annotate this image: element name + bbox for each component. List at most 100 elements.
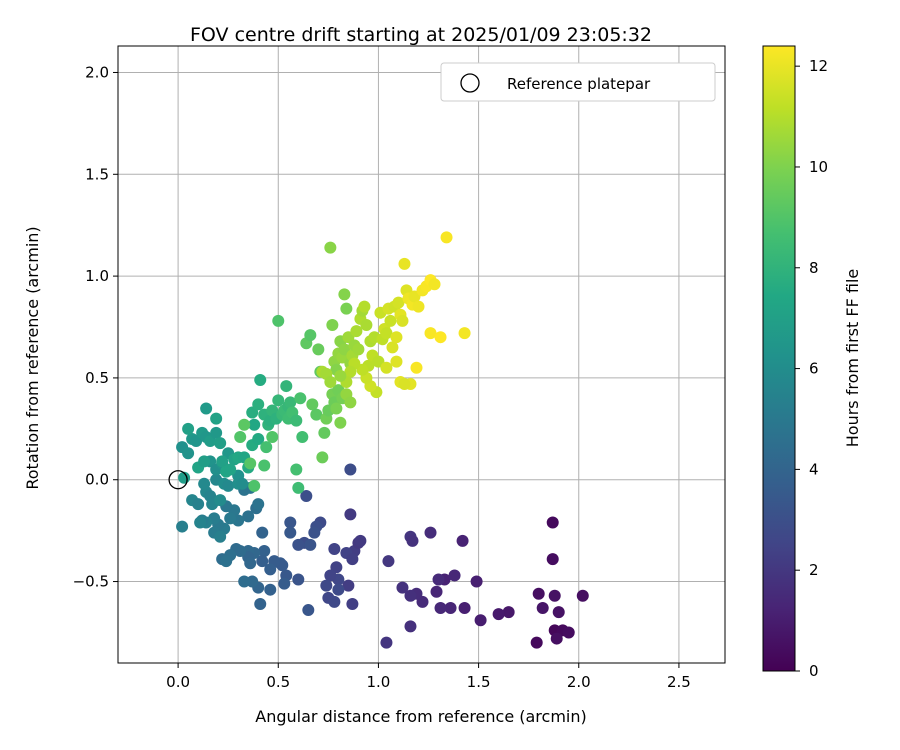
- plot-frame: [117, 45, 726, 664]
- data-point: [302, 604, 315, 617]
- colorbar-tick-label: 8: [809, 259, 819, 277]
- data-point: [360, 318, 373, 331]
- colorbar-label: Hours from first FF file: [843, 269, 862, 448]
- reference-platepar-marker: [168, 470, 188, 490]
- data-point: [310, 408, 323, 421]
- data-point: [548, 589, 561, 602]
- data-point: [456, 534, 469, 547]
- data-point: [434, 602, 447, 615]
- data-point: [562, 626, 575, 639]
- data-point: [214, 530, 227, 543]
- data-point: [224, 512, 237, 525]
- data-point: [254, 597, 267, 610]
- data-point: [390, 355, 403, 368]
- data-point: [244, 557, 257, 570]
- data-point: [458, 327, 471, 340]
- data-point: [256, 526, 269, 539]
- y-tick-label: 0.0: [85, 471, 109, 489]
- x-axis-label: Angular distance from reference (arcmin): [255, 707, 586, 726]
- data-point: [192, 498, 205, 511]
- data-point: [440, 231, 453, 244]
- data-point: [404, 589, 417, 602]
- colorbar-tick-label: 12: [809, 57, 828, 75]
- y-tick-label: −0.5: [73, 573, 109, 591]
- data-point: [248, 479, 261, 492]
- data-point: [256, 555, 269, 568]
- data-point: [194, 516, 207, 529]
- data-point: [234, 430, 247, 443]
- data-point: [380, 327, 393, 340]
- data-point: [210, 412, 223, 425]
- data-point: [344, 396, 357, 409]
- data-point: [304, 538, 317, 551]
- colorbar-tick-label: 6: [809, 360, 819, 378]
- chart-title: FOV centre drift starting at 2025/01/09 …: [190, 24, 652, 46]
- data-point: [214, 494, 227, 507]
- data-point: [392, 296, 405, 309]
- data-point: [530, 636, 543, 649]
- data-point: [252, 498, 265, 511]
- y-tick-label: 0.5: [85, 369, 109, 387]
- data-point: [308, 526, 321, 539]
- data-point: [324, 375, 337, 388]
- y-tick-label: 1.0: [85, 267, 109, 285]
- data-point: [380, 636, 393, 649]
- legend-label: Reference platepar: [507, 75, 651, 93]
- data-point: [238, 418, 251, 431]
- data-point: [428, 278, 441, 291]
- data-point: [330, 402, 343, 415]
- data-point: [434, 331, 447, 344]
- data-point: [252, 398, 265, 411]
- data-point: [334, 369, 347, 382]
- data-point: [458, 602, 471, 615]
- data-point: [350, 325, 363, 338]
- data-point: [272, 394, 285, 407]
- data-point: [258, 545, 271, 558]
- legend-box: [440, 62, 716, 102]
- y-tick-label: 1.5: [85, 165, 109, 183]
- data-point: [222, 479, 235, 492]
- data-point: [290, 414, 303, 427]
- data-point: [346, 597, 359, 610]
- data-point: [354, 534, 367, 547]
- colorbar-tick-label: 10: [809, 158, 828, 176]
- data-point: [312, 343, 325, 356]
- colorbar-ticks: 0 2 4 6 8 10 12: [795, 57, 828, 680]
- data-point: [248, 418, 261, 431]
- legend: Reference platepar: [440, 62, 716, 102]
- data-point: [254, 373, 267, 386]
- x-tick-label: 0.0: [166, 673, 190, 691]
- data-point: [550, 632, 563, 645]
- data-point: [264, 583, 277, 596]
- data-point: [198, 477, 211, 490]
- data-point: [332, 583, 345, 596]
- data-point: [242, 510, 255, 523]
- data-point: [344, 365, 357, 378]
- data-point: [198, 455, 211, 468]
- data-point: [444, 602, 457, 615]
- x-axis-ticks: 0.0 0.5 1.0 1.5 2.0 2.5: [166, 663, 691, 691]
- data-point: [346, 553, 359, 566]
- data-point: [182, 422, 195, 435]
- data-point: [224, 463, 237, 476]
- data-point: [384, 314, 397, 327]
- colorbar: 0 2 4 6 8 10 12 Hours from first FF file: [762, 45, 862, 680]
- grid-lines: [118, 46, 725, 663]
- data-point: [328, 542, 341, 555]
- data-point: [448, 569, 461, 582]
- data-point: [328, 595, 341, 608]
- data-point: [264, 563, 277, 576]
- data-point: [344, 508, 357, 521]
- data-point: [272, 314, 285, 327]
- data-point: [284, 516, 297, 529]
- data-point: [390, 331, 403, 344]
- data-point: [326, 318, 339, 331]
- x-tick-label: 2.5: [667, 673, 691, 691]
- data-point: [412, 300, 425, 313]
- data-point: [210, 426, 223, 439]
- data-point: [292, 481, 305, 494]
- data-point: [316, 451, 329, 464]
- colorbar-tick-label: 2: [809, 561, 819, 579]
- data-point: [432, 573, 445, 586]
- y-tick-label: 2.0: [85, 63, 109, 81]
